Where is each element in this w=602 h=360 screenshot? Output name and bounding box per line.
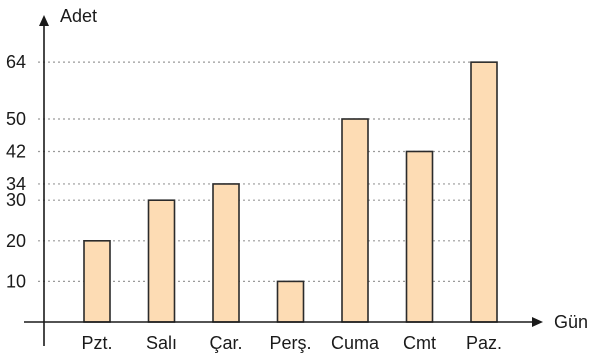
x-category-labels: Pzt. Salı Çar. Perş. Cuma Cmt Paz.	[81, 333, 502, 353]
y-tick-label-10: 10	[6, 271, 26, 291]
axes	[24, 15, 543, 346]
x-category-label-3: Çar.	[209, 333, 242, 353]
bar-5	[341, 118, 369, 323]
x-category-label-6: Cmt	[403, 333, 436, 353]
y-axis-arrow-icon	[39, 15, 49, 26]
bar-7	[470, 61, 498, 323]
grid-lines	[38, 61, 497, 282]
x-category-label-1: Pzt.	[81, 333, 112, 353]
y-tick-label-34: 34	[6, 174, 26, 194]
bar-4	[276, 280, 305, 323]
bar-3	[212, 183, 240, 323]
y-tick-label-20: 20	[6, 231, 26, 251]
y-tick-label-64: 64	[6, 52, 26, 72]
y-tick-label-30: 30	[6, 190, 26, 210]
y-tick-label-42: 42	[6, 141, 26, 161]
bar-2	[147, 199, 176, 323]
x-category-label-5: Cuma	[331, 333, 380, 353]
x-axis-arrow-icon	[532, 317, 543, 327]
y-axis-label: Adet	[60, 6, 97, 26]
x-category-label-7: Paz.	[466, 333, 502, 353]
bar-6	[405, 150, 434, 323]
x-category-label-2: Salı	[146, 333, 177, 353]
bar-1	[83, 240, 111, 323]
bars	[83, 61, 498, 323]
x-axis-label: Gün	[554, 312, 588, 332]
y-tick-label-50: 50	[6, 109, 26, 129]
x-category-label-4: Perş.	[269, 333, 311, 353]
